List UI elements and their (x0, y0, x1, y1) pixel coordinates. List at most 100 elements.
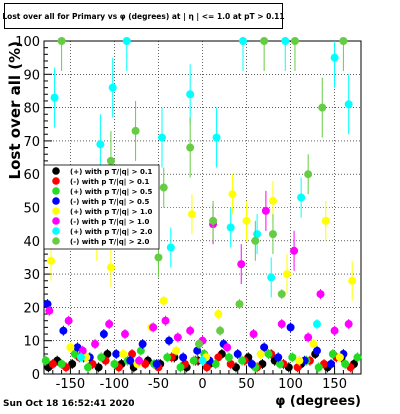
data-point (304, 333, 313, 342)
chart-title-box: Lost over all for Primary vs φ (degrees)… (2, 3, 285, 29)
data-point (268, 230, 277, 239)
data-point (288, 353, 297, 362)
data-point (106, 263, 115, 272)
data-point (76, 353, 85, 362)
data-point (159, 296, 168, 305)
data-point (335, 353, 344, 362)
data-point (304, 170, 313, 179)
legend-label: (-) with p T/|q| > 0.1 (70, 178, 150, 187)
data-point (327, 360, 336, 369)
data-point (105, 320, 114, 329)
data-point (112, 350, 121, 359)
data-point (281, 37, 290, 45)
data-point (328, 350, 337, 359)
data-point (312, 320, 321, 329)
data-point (47, 256, 56, 265)
data-point (131, 126, 140, 135)
data-point (290, 37, 299, 45)
data-point (268, 196, 277, 205)
data-point (290, 246, 299, 255)
data-point (330, 326, 339, 335)
data-point (173, 333, 182, 342)
legend-marker (52, 237, 60, 245)
data-point (237, 260, 246, 269)
data-point (295, 356, 304, 365)
data-point (126, 356, 135, 365)
data-point (344, 100, 353, 109)
data-point (97, 353, 106, 362)
data-point (172, 346, 181, 355)
data-point (224, 353, 233, 362)
x-tick-label: -150 (56, 377, 86, 392)
data-point (165, 336, 174, 345)
data-point (149, 323, 158, 332)
data-point (274, 353, 283, 362)
data-point (57, 360, 66, 369)
data-point (283, 270, 292, 279)
data-point (64, 316, 73, 325)
data-point (68, 360, 77, 369)
y-tick-label: 20 (23, 301, 40, 316)
y-tick-label: 0 (32, 368, 40, 383)
data-point (163, 353, 172, 362)
data-point (314, 363, 323, 372)
data-point (238, 356, 247, 365)
legend-marker (52, 187, 60, 195)
data-point (228, 190, 237, 199)
data-point (264, 350, 273, 359)
x-tick-label: 0 (198, 377, 206, 392)
data-point (186, 143, 195, 152)
data-point (214, 353, 223, 362)
data-point (309, 340, 318, 349)
data-point (277, 290, 286, 299)
x-tick-label: -50 (148, 377, 169, 392)
y-tick-label: 40 (23, 235, 40, 250)
y-tick-label: 60 (23, 168, 40, 183)
data-point (50, 93, 59, 102)
data-point (166, 243, 175, 252)
data-point (157, 133, 166, 142)
data-point (348, 276, 357, 285)
x-axis-label: φ (degrees) (275, 394, 361, 409)
data-point (267, 273, 276, 282)
data-point (235, 300, 244, 309)
data-point (41, 356, 50, 365)
data-point (152, 360, 161, 369)
data-point (57, 37, 66, 45)
data-point (70, 350, 79, 359)
data-point (45, 306, 54, 315)
data-point (344, 320, 353, 329)
legend-marker (52, 197, 60, 205)
y-tick-label: 100 (15, 35, 40, 50)
data-point (239, 37, 248, 45)
data-point (321, 216, 330, 225)
data-point (84, 363, 93, 372)
y-tick-label: 90 (23, 68, 40, 83)
data-point (91, 340, 100, 349)
data-point (353, 353, 362, 362)
data-point (179, 353, 188, 362)
data-point (194, 340, 203, 349)
data-point (96, 140, 105, 149)
legend-label: (+) with p T/|q| > 0.5 (70, 188, 153, 197)
data-point (99, 330, 108, 339)
y-tick-label: 50 (23, 202, 40, 217)
data-point (202, 363, 211, 372)
data-point (48, 360, 57, 369)
data-point (223, 343, 232, 352)
data-point (318, 103, 327, 112)
legend-label: (+) with p T/|q| > 0.1 (70, 168, 153, 177)
legend-marker (52, 227, 60, 235)
y-tick-label: 30 (23, 268, 40, 283)
data-point (316, 290, 325, 299)
data-point (341, 360, 350, 369)
legend-label: (+) with p T/|q| > 1.0 (70, 208, 153, 217)
data-point (209, 216, 218, 225)
data-point (330, 53, 339, 62)
data-point (212, 133, 221, 142)
legend-box (43, 164, 160, 250)
y-tick-label: 10 (23, 335, 40, 350)
legend-marker (52, 167, 60, 175)
x-tick-label: 100 (278, 377, 303, 392)
data-point (247, 360, 256, 369)
